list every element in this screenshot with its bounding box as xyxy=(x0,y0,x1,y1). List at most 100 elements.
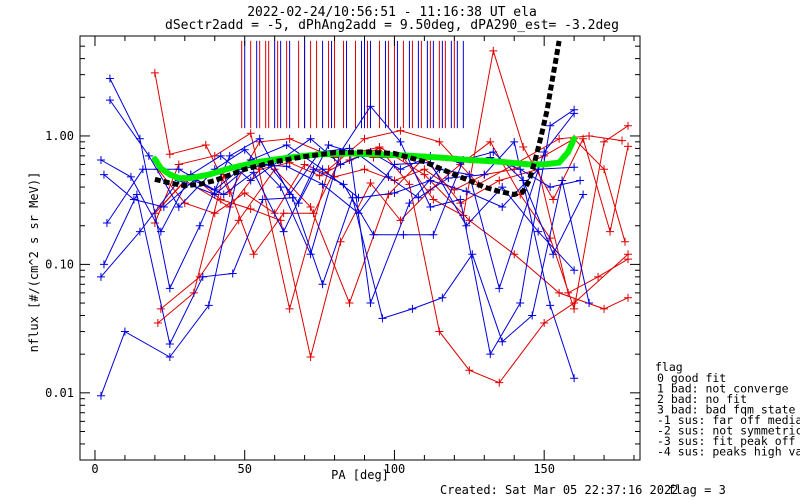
data-point-marker xyxy=(309,165,318,174)
data-point-marker xyxy=(174,202,183,211)
series-line xyxy=(154,147,629,384)
data-point-marker xyxy=(570,163,579,172)
data-point-marker xyxy=(135,227,144,236)
data-point-marker xyxy=(426,202,435,211)
data-point-marker xyxy=(315,171,324,180)
marker-lines xyxy=(241,40,464,129)
data-point-marker xyxy=(165,340,174,349)
x-axis-label: PA [deg] xyxy=(331,468,389,482)
data-point-marker xyxy=(354,193,363,202)
x-tick-label: 0 xyxy=(91,462,98,476)
data-point-marker xyxy=(153,318,162,327)
data-point-marker xyxy=(339,180,348,189)
data-point-marker xyxy=(600,304,609,313)
data-point-marker xyxy=(390,176,399,185)
data-point-marker xyxy=(390,160,399,169)
chart-subtitle: dSectr2add = -5, dPhAng2add = 9.50deg, d… xyxy=(165,18,619,33)
data-point-marker xyxy=(216,151,225,160)
data-point-marker xyxy=(624,293,633,302)
legend-entry: 0 good fit xyxy=(657,371,726,385)
y-tick-label: 0.01 xyxy=(45,386,74,400)
data-point-marker xyxy=(156,227,165,236)
data-point-marker xyxy=(480,170,489,179)
data-point-marker xyxy=(285,134,294,143)
data-point-marker xyxy=(444,174,453,183)
data-point-marker xyxy=(255,134,264,143)
data-point-marker xyxy=(360,165,369,174)
series-line xyxy=(106,144,575,224)
data-point-marker xyxy=(354,209,363,218)
data-point-marker xyxy=(165,284,174,293)
fit-curve-black xyxy=(154,40,562,198)
data-point-marker xyxy=(495,176,504,185)
data-point-marker xyxy=(306,353,315,362)
data-point-marker xyxy=(165,150,174,159)
data-point-marker xyxy=(306,202,315,211)
data-point-marker xyxy=(420,165,429,174)
data-point-marker xyxy=(300,160,309,169)
x-tick-label: 50 xyxy=(237,462,251,476)
data-point-marker xyxy=(150,68,159,77)
data-point-marker xyxy=(210,185,219,194)
data-point-marker xyxy=(396,165,405,174)
data-point-marker xyxy=(99,170,108,179)
data-point-marker xyxy=(435,137,444,146)
data-point-marker xyxy=(570,105,579,114)
data-point-marker xyxy=(336,237,345,246)
data-point-marker xyxy=(246,204,255,213)
data-point-marker xyxy=(489,147,498,156)
data-point-marker xyxy=(462,187,471,196)
legend-entry: -3 sus: fit peak off 90 xyxy=(657,434,800,448)
legend-title: flag xyxy=(655,360,683,374)
data-point-marker xyxy=(159,202,168,211)
data-point-marker xyxy=(129,195,138,204)
data-point-marker xyxy=(345,299,354,308)
data-point-marker xyxy=(282,141,291,150)
data-point-marker xyxy=(579,190,588,199)
data-point-marker xyxy=(246,176,255,185)
data-point-marker xyxy=(282,162,291,171)
data-point-marker xyxy=(516,299,525,308)
data-point-marker xyxy=(510,137,519,146)
legend-entry: -1 sus: far off median xyxy=(657,413,800,427)
data-point-marker xyxy=(546,121,555,130)
data-point-marker xyxy=(366,179,375,188)
data-point-marker xyxy=(414,193,423,202)
data-point-marker xyxy=(216,195,225,204)
data-point-marker xyxy=(249,168,258,177)
data-point-marker xyxy=(489,46,498,55)
data-point-marker xyxy=(195,221,204,230)
data-point-marker xyxy=(279,227,288,236)
data-point-marker xyxy=(96,272,105,281)
data-point-marker xyxy=(396,126,405,135)
x-tick-label: 100 xyxy=(384,462,406,476)
data-point-marker xyxy=(240,188,249,197)
data-point-marker xyxy=(399,230,408,239)
data-point-marker xyxy=(120,327,129,336)
data-point-marker xyxy=(456,195,465,204)
data-point-marker xyxy=(201,141,210,150)
data-point-marker xyxy=(528,311,537,320)
data-point-marker xyxy=(210,209,219,218)
data-point-marker xyxy=(465,366,474,375)
data-point-marker xyxy=(318,280,327,289)
data-point-marker xyxy=(624,255,633,264)
data-point-marker xyxy=(366,299,375,308)
data-point-marker xyxy=(96,391,105,400)
data-point-marker xyxy=(144,151,153,160)
data-point-marker xyxy=(102,219,111,228)
data-point-marker xyxy=(519,143,528,152)
data-point-marker xyxy=(258,195,267,204)
data-point-marker xyxy=(429,230,438,239)
data-point-marker xyxy=(240,145,249,154)
data-point-marker xyxy=(96,155,105,164)
data-point-marker xyxy=(249,250,258,259)
y-tick-label: 0.10 xyxy=(45,257,74,271)
data-point-marker xyxy=(318,180,327,189)
data-point-marker xyxy=(618,136,627,145)
data-point-marker xyxy=(579,134,588,143)
data-point-marker xyxy=(519,176,528,185)
data-point-marker xyxy=(225,151,234,160)
plot-frame xyxy=(79,35,641,461)
